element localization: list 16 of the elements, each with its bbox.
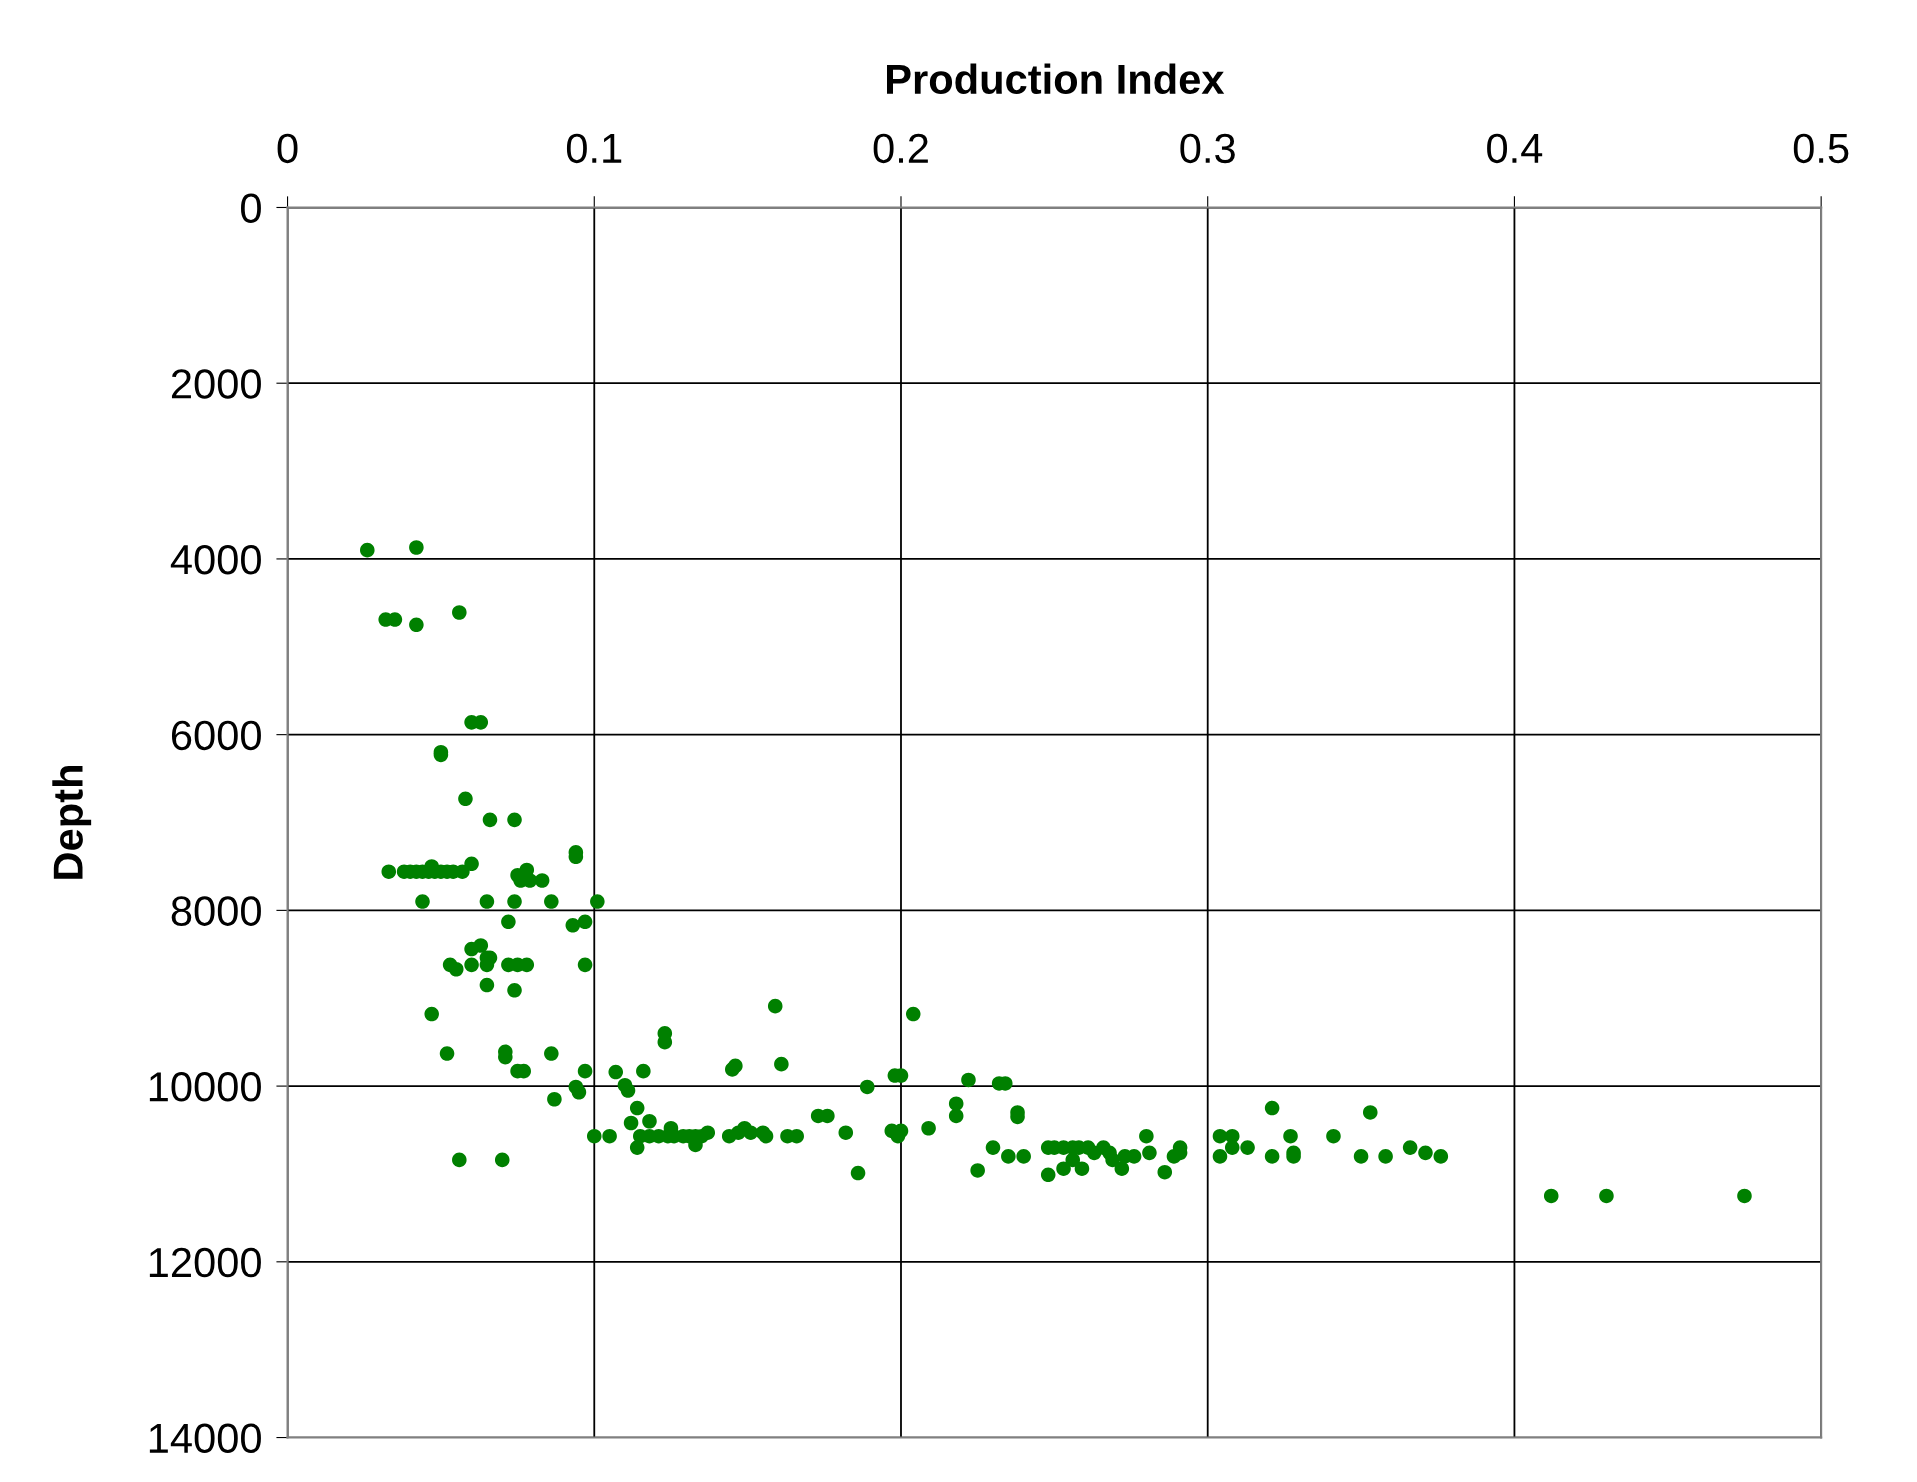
- x-tick-label: 0: [277, 133, 298, 164]
- x-tick-label: 0.4: [1487, 133, 1543, 164]
- x-tick-label: 0.1: [566, 133, 622, 164]
- y-tick-label: 4000: [170, 544, 261, 575]
- y-tick-label: 8000: [171, 896, 261, 926]
- y-tick-label: 0: [241, 193, 261, 223]
- y-tick-label: 2000: [171, 369, 261, 399]
- y-tick-label: 12000: [149, 1247, 261, 1278]
- y-axis-title: Depth: [52, 766, 92, 879]
- x-tick-label: 0.3: [1180, 133, 1235, 164]
- x-tick-label: 0.2: [873, 133, 928, 164]
- y-tick-label: 6000: [171, 720, 261, 751]
- y-tick-label: 14000: [149, 1423, 261, 1454]
- x-axis-title: Production Index: [887, 63, 1225, 95]
- x-tick-label: 0.5: [1793, 133, 1849, 164]
- y-tick-label: 10000: [149, 1072, 261, 1102]
